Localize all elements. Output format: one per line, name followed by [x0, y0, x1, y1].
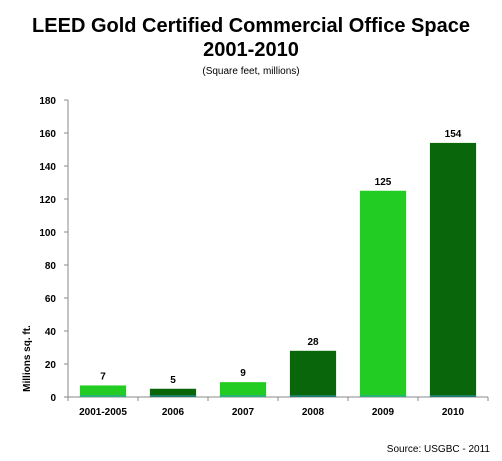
data-label: 28 [307, 337, 319, 348]
bar-2006 [149, 388, 197, 397]
chart-title-line1: LEED Gold Certified Commercial Office Sp… [32, 15, 470, 37]
x-tick-label: 2007 [232, 407, 255, 418]
data-label: 7 [100, 371, 106, 382]
x-tick-label: 2001-2005 [79, 407, 127, 418]
chart-title-line2: 2001-2010 [203, 39, 299, 61]
y-axis-label: Millions sq. ft. [22, 325, 33, 392]
data-label: 5 [170, 375, 176, 386]
bar-2001-2005 [79, 385, 127, 397]
y-tick-label: 100 [39, 228, 56, 239]
bar-2007 [219, 382, 267, 397]
y-tick-label: 0 [50, 393, 56, 404]
y-tick-label: 180 [39, 96, 56, 107]
x-tick-label: 2008 [302, 407, 325, 418]
y-tick-label: 80 [45, 261, 57, 272]
x-tick-label: 2009 [372, 407, 395, 418]
data-label: 9 [240, 368, 246, 379]
y-tick-label: 40 [45, 327, 57, 338]
y-tick-label: 140 [39, 162, 56, 173]
bar-2010 [429, 142, 477, 397]
bar-2008 [289, 350, 337, 397]
data-label: 125 [375, 177, 392, 188]
x-tick-label: 2010 [442, 407, 465, 418]
source-note: Source: USGBC - 2011 [386, 444, 490, 455]
chart-subtitle: (Square feet, millions) [202, 66, 300, 77]
y-tick-label: 60 [45, 294, 57, 305]
bar-2009 [359, 190, 407, 397]
y-tick-label: 20 [45, 360, 57, 371]
data-label: 154 [445, 129, 462, 140]
x-tick-label: 2006 [162, 407, 185, 418]
y-tick-label: 160 [39, 129, 56, 140]
y-tick-label: 120 [39, 195, 56, 206]
